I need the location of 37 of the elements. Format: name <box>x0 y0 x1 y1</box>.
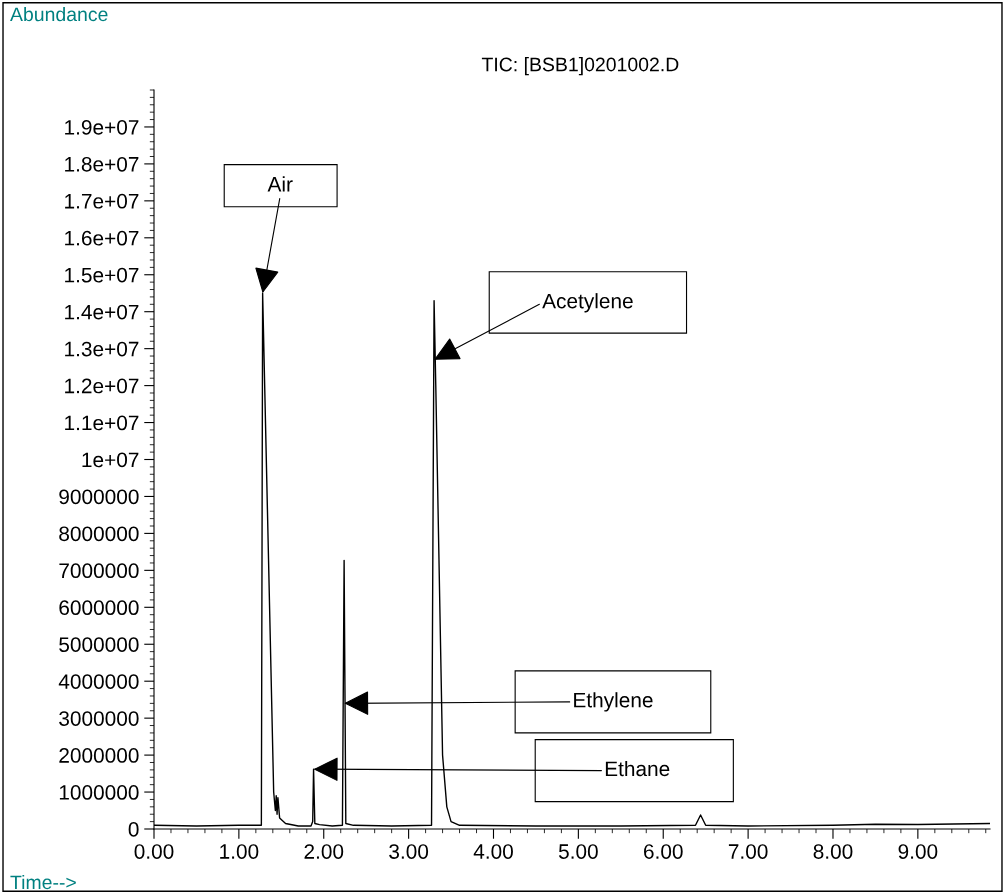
chart-title: TIC: [BSB1]0201002.D <box>481 57 679 76</box>
y-tick-label: 1.7e+07 <box>65 193 139 209</box>
y-tick-label: 8000000 <box>59 526 139 542</box>
x-tick-label: 9.00 <box>898 844 938 859</box>
annotation: Air <box>267 176 293 192</box>
x-tick-label: 2.00 <box>304 844 344 859</box>
x-tick-label: 4.00 <box>473 844 513 859</box>
y-tick-label: 7000000 <box>59 563 139 579</box>
x-tick-label: 5.00 <box>558 844 598 859</box>
y-tick-label: 1.8e+07 <box>65 156 139 172</box>
x-tick-label: 6.00 <box>644 844 683 859</box>
y-tick-label: 1.3e+07 <box>65 341 139 357</box>
y-tick-label: 1e+07 <box>82 452 139 468</box>
y-tick-label: 9000000 <box>59 489 139 505</box>
x-tick-label: 1.00 <box>220 844 259 859</box>
annotation: Acetylene <box>542 293 633 313</box>
annotation: Ethylene <box>574 692 653 712</box>
x-tick-label: 0.00 <box>134 844 174 859</box>
y-tick-label: 1.4e+07 <box>65 304 139 320</box>
y-tick-label: 2000000 <box>59 748 139 763</box>
y-tick-label: 4000000 <box>58 674 139 689</box>
y-tick-label: 1.9e+07 <box>65 119 139 135</box>
x-tick-label: 7.00 <box>728 844 768 859</box>
y-tick-label: 0 <box>128 822 139 837</box>
y-axis-title: Abundance <box>10 6 108 22</box>
y-tick-label: 3000000 <box>59 711 139 726</box>
y-tick-label: 1.2e+07 <box>65 378 139 394</box>
y-tick-label: 1.6e+07 <box>65 230 139 246</box>
y-tick-label: 5000000 <box>59 637 139 652</box>
y-tick-label: 6000000 <box>59 600 139 616</box>
annotation: Ethane <box>605 760 670 777</box>
x-axis-title: Time--> <box>10 874 76 890</box>
y-tick-label: 1000000 <box>59 785 139 800</box>
y-tick-label: 1.5e+07 <box>65 267 139 283</box>
x-tick-label: 8.00 <box>813 844 853 859</box>
x-tick-label: 3.00 <box>389 844 429 859</box>
y-tick-label: 1.1e+07 <box>65 415 139 431</box>
